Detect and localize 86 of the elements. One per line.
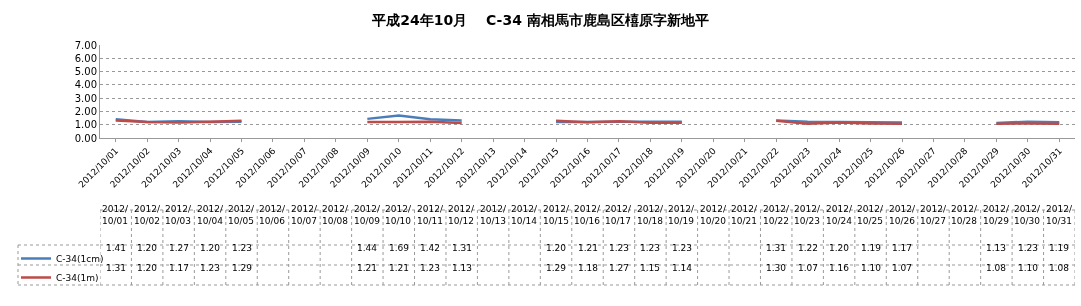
category-label: 2012/10/17: [605, 204, 631, 226]
data-label: 1.44: [357, 243, 378, 253]
data-label: 1.29: [232, 263, 253, 273]
category-label: 2012/10/19: [668, 204, 694, 226]
data-label: 1.17: [169, 263, 190, 273]
data-label: 1.08: [986, 263, 1007, 273]
data-label: 1.13: [452, 263, 473, 273]
data-label: 1.23: [1018, 243, 1039, 253]
data-label: 1.23: [200, 263, 221, 273]
y-tick-label: 4.00: [74, 79, 97, 91]
y-tick-label: 6.00: [74, 52, 97, 64]
data-label: 1.07: [892, 263, 913, 273]
category-label: 2012/10/11: [417, 204, 443, 226]
data-label: 1.20: [829, 243, 850, 253]
data-label: 1.20: [200, 243, 221, 253]
data-label: 1.31: [452, 243, 473, 253]
category-label: 2012/10/28: [951, 204, 977, 226]
data-label: 1.23: [609, 243, 630, 253]
data-label: 1.10: [861, 263, 882, 273]
data-label: 1.23: [420, 263, 441, 273]
data-label: 1.14: [672, 263, 693, 273]
category-label: 2012/10/27: [920, 204, 946, 226]
data-label: 1.20: [546, 243, 567, 253]
data-label: 1.30: [766, 263, 787, 273]
data-label: 1.21: [357, 263, 378, 273]
data-label: 1.31: [106, 263, 127, 273]
category-label: 2012/10/21: [731, 204, 757, 226]
category-label: 2012/10/30: [1014, 204, 1040, 226]
category-label: 2012/10/03: [165, 204, 191, 226]
data-label: 1.23: [640, 243, 661, 253]
category-label: 2012/10/15: [543, 204, 569, 226]
category-label: 2012/10/26: [889, 204, 915, 226]
chart-title: 平成24年10月 C-34 南相馬市鹿島区橲原字新地平: [371, 12, 709, 29]
data-label: 1.23: [672, 243, 693, 253]
category-label: 2012/10/08: [322, 204, 348, 226]
data-label: 1.20: [137, 243, 158, 253]
data-label: 1.10: [1018, 263, 1039, 273]
data-label: 1.20: [137, 263, 158, 273]
category-label: 2012/10/13: [480, 204, 506, 226]
category-label: 2012/10/16: [574, 204, 600, 226]
category-label: 2012/10/06: [259, 204, 285, 226]
legend-label: C-34(1cm): [56, 254, 104, 265]
data-label: 1.41: [106, 243, 127, 253]
data-label: 1.17: [892, 243, 913, 253]
category-label: 2012/10/23: [794, 204, 820, 226]
category-label: 2012/10/25: [857, 204, 883, 226]
category-label: 2012/10/07: [291, 204, 317, 226]
data-label: 1.21: [578, 243, 599, 253]
data-label: 1.19: [1049, 243, 1070, 253]
y-tick-label: 2.00: [74, 105, 97, 117]
category-label: 2012/10/24: [826, 204, 852, 226]
category-label: 2012/10/22: [763, 204, 789, 226]
data-label: 1.21: [389, 263, 410, 273]
category-label: 2012/10/20: [700, 204, 726, 226]
y-tick-label: 7.00: [74, 39, 97, 51]
y-tick-label: 5.00: [74, 66, 97, 78]
data-label: 1.18: [578, 263, 599, 273]
data-label: 1.13: [986, 243, 1007, 253]
legend-label: C-34(1m): [56, 273, 99, 284]
category-label: 2012/10/12: [448, 204, 474, 226]
category-label: 2012/10/14: [511, 204, 537, 226]
data-label: 1.19: [861, 243, 882, 253]
y-tick-label: 3.00: [74, 92, 97, 104]
category-label: 2012/10/09: [354, 204, 380, 226]
data-label: 1.22: [798, 243, 819, 253]
category-label: 2012/10/29: [983, 204, 1009, 226]
category-label: 2012/10/02: [134, 204, 160, 226]
data-label: 1.23: [232, 243, 253, 253]
category-label: 2012/10/05: [228, 204, 254, 226]
category-label: 2012/10/04: [197, 204, 223, 226]
data-label: 1.42: [420, 243, 441, 253]
y-tick-label: 0.00: [74, 132, 97, 144]
data-label: 1.27: [169, 243, 190, 253]
category-label: 2012/10/18: [637, 204, 663, 226]
data-label: 1.31: [766, 243, 787, 253]
data-label: 1.27: [609, 263, 630, 273]
data-label: 1.16: [829, 263, 850, 273]
data-label: 1.08: [1049, 263, 1070, 273]
category-label: 2012/10/31: [1046, 204, 1072, 226]
category-label: 2012/10/01: [102, 204, 128, 226]
data-label: 1.07: [798, 263, 819, 273]
data-label: 1.15: [640, 263, 661, 273]
y-tick-label: 1.00: [74, 119, 97, 131]
data-label: 1.29: [546, 263, 567, 273]
data-label: 1.69: [389, 243, 410, 253]
category-label: 2012/10/10: [385, 204, 411, 226]
